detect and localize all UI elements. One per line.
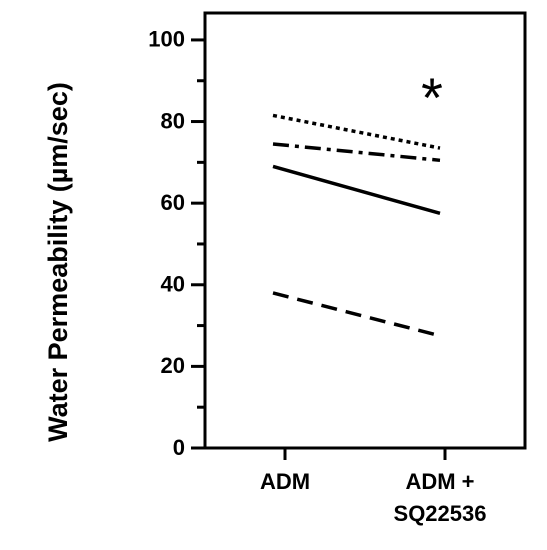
plot-frame bbox=[203, 11, 527, 450]
annotation: * bbox=[421, 66, 443, 129]
y-tick-label: 100 bbox=[148, 27, 185, 52]
y-tick-label: 20 bbox=[161, 353, 185, 378]
y-tick-label: 60 bbox=[161, 190, 185, 215]
y-tick-label: 40 bbox=[161, 272, 185, 297]
series-line bbox=[272, 164, 441, 216]
series-line bbox=[272, 142, 441, 163]
y-axis-label: Water Permeability (µm/sec) bbox=[43, 82, 73, 442]
series-line bbox=[272, 291, 441, 338]
x-tick-label: ADM + SQ22536 bbox=[393, 469, 487, 526]
x-tick-label: ADM bbox=[259, 469, 311, 494]
y-tick-label: 80 bbox=[161, 108, 185, 133]
y-tick-label: 0 bbox=[173, 435, 185, 460]
